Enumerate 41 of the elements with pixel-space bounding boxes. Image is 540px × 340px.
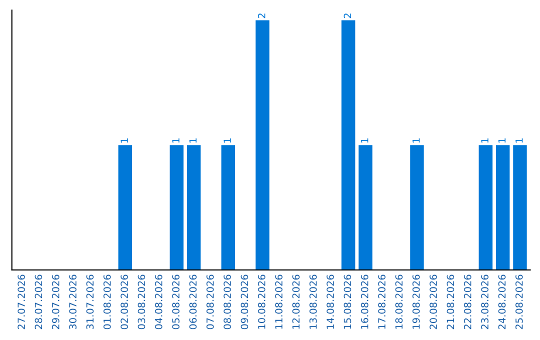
- x-tick-label: 20.08.2026: [430, 274, 437, 330]
- data-label: 1: [189, 138, 197, 143]
- x-tick-label: 27.07.2026: [18, 274, 25, 330]
- x-tick-label: 24.08.2026: [498, 274, 506, 330]
- x-tick-label: 08.08.2026: [224, 274, 231, 330]
- data-label: 1: [481, 138, 488, 143]
- x-tick-label: 05.08.2026: [172, 274, 180, 330]
- data-label: 2: [258, 14, 266, 18]
- x-tick-label: 28.07.2026: [34, 274, 42, 330]
- data-label: 1: [412, 138, 420, 143]
- x-tick-label: 12.08.2026: [292, 274, 300, 329]
- x-tick-label: 21.08.2026: [446, 274, 454, 330]
- x-tick-label: 07.08.2026: [206, 274, 214, 330]
- x-tick-label: 10.08.2026: [258, 274, 266, 329]
- data-label: 2: [344, 14, 352, 18]
- x-tick-label: 02.08.2026: [120, 274, 128, 330]
- data-label: 1: [361, 138, 368, 143]
- x-tick-label: 15.08.2026: [344, 274, 352, 329]
- x-tick-label: 04.08.2026: [154, 274, 162, 330]
- data-label: 1: [498, 138, 506, 143]
- x-tick-label: 29.07.2026: [52, 274, 60, 330]
- data-label: 1: [172, 138, 180, 143]
- x-tick-label: 14.08.2026: [326, 274, 334, 329]
- x-tick-label: 17.08.2026: [378, 274, 386, 329]
- x-tick-label: 22.08.2026: [464, 274, 472, 330]
- x-tick-label: 31.07.2026: [86, 274, 94, 330]
- x-tick-label: 13.08.2026: [309, 274, 317, 329]
- x-tick-label: 11.08.2026: [275, 274, 282, 329]
- x-tick-label: 19.08.2026: [412, 274, 420, 329]
- data-label: 1: [224, 138, 231, 143]
- x-tick-label: 18.08.2026: [395, 274, 403, 329]
- x-tick-label: 16.08.2026: [360, 274, 368, 329]
- x-tick-label: 06.08.2026: [189, 274, 197, 330]
- x-tick-label: 23.08.2026: [481, 274, 488, 330]
- x-tick-label: 30.07.2026: [69, 274, 76, 330]
- x-tick-label: 25.08.2026: [515, 274, 523, 330]
- data-label: 1: [516, 138, 523, 143]
- x-tick-label: 01.08.2026: [103, 274, 111, 330]
- data-label: 1: [120, 138, 128, 143]
- x-tick-label: 03.08.2026: [138, 274, 146, 330]
- x-tick-label: 09.08.2026: [240, 274, 248, 330]
